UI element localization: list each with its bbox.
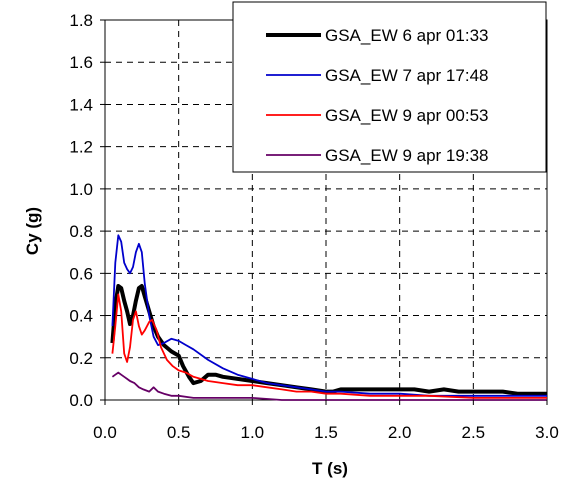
x-tick-label: 3.0 — [535, 423, 559, 442]
legend-box — [232, 1, 547, 173]
y-tick-label: 0.4 — [69, 307, 93, 326]
y-tick-label: 1.8 — [69, 11, 93, 30]
x-axis-title: T (s) — [312, 459, 348, 478]
x-tick-label: 0.5 — [167, 423, 191, 442]
y-tick-label: 1.4 — [69, 95, 93, 114]
y-axis-ticks: 0.0 0.2 0.4 0.6 0.8 1.0 1.2 1.4 1.6 1.8 — [69, 11, 105, 410]
y-tick-label: 0.6 — [69, 264, 93, 283]
legend-label-2: GSA_EW 7 apr 17:48 — [325, 66, 488, 85]
y-tick-label: 0.8 — [69, 222, 93, 241]
x-tick-label: 2.5 — [462, 423, 486, 442]
x-axis-ticks: 0.0 0.5 1.0 1.5 2.0 2.5 3.0 — [93, 400, 559, 442]
legend-label-1: GSA_EW 6 apr 01:33 — [325, 26, 488, 45]
y-tick-label: 1.6 — [69, 53, 93, 72]
y-tick-label: 0.0 — [69, 391, 93, 410]
legend-label-3: GSA_EW 9 apr 00:53 — [325, 106, 488, 125]
y-axis-title: Cy (g) — [23, 207, 42, 255]
series-line-1 — [110, 284, 547, 396]
series-layer — [110, 234, 547, 401]
y-tick-label: 0.2 — [69, 349, 93, 368]
x-tick-label: 0.0 — [93, 423, 117, 442]
y-tick-label: 1.2 — [69, 138, 93, 157]
x-tick-label: 1.0 — [241, 423, 265, 442]
legend: GSA_EW 6 apr 01:33 GSA_EW 7 apr 17:48 GSA_… — [232, 1, 547, 173]
series-line-3 — [111, 293, 547, 399]
x-tick-label: 2.0 — [388, 423, 412, 442]
legend-label-4: GSA_EW 9 apr 19:38 — [325, 146, 488, 165]
y-tick-label: 1.0 — [69, 180, 93, 199]
series-line-4 — [111, 371, 547, 401]
x-tick-label: 1.5 — [314, 423, 338, 442]
series-line-2 — [111, 234, 547, 397]
